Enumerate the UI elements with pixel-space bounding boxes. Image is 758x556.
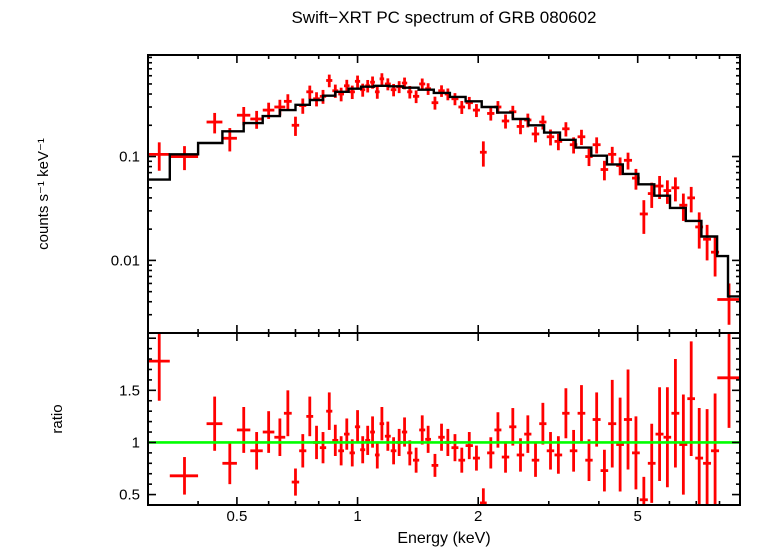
svg-text:0.01: 0.01 [111, 252, 140, 269]
y-axis-title-counts: counts s⁻¹ keV⁻¹ [35, 138, 52, 250]
svg-text:2: 2 [474, 508, 482, 525]
svg-text:0.1: 0.1 [119, 149, 140, 166]
svg-text:0.5: 0.5 [226, 508, 247, 525]
tick-labels: 0.5 1 2 5 0.01 0.1 0.5 1 1.5 [111, 149, 642, 525]
plot-layers: 0.5 1 2 5 0.01 0.1 0.5 1 1.5 [111, 54, 741, 525]
svg-text:1: 1 [132, 434, 140, 451]
svg-text:5: 5 [634, 508, 642, 525]
model-step-line [148, 84, 740, 298]
spectrum-data-points [148, 73, 740, 325]
svg-text:1.5: 1.5 [119, 382, 140, 399]
svg-text:1: 1 [353, 508, 361, 525]
x-axis-title: Energy (keV) [397, 530, 490, 547]
ratio-data-points [148, 333, 740, 505]
y-axis-title-ratio: ratio [49, 404, 66, 433]
chart-title: Swift−XRT PC spectrum of GRB 080602 [291, 8, 596, 27]
ratio-panel-border [147, 332, 741, 506]
svg-text:0.5: 0.5 [119, 487, 140, 504]
